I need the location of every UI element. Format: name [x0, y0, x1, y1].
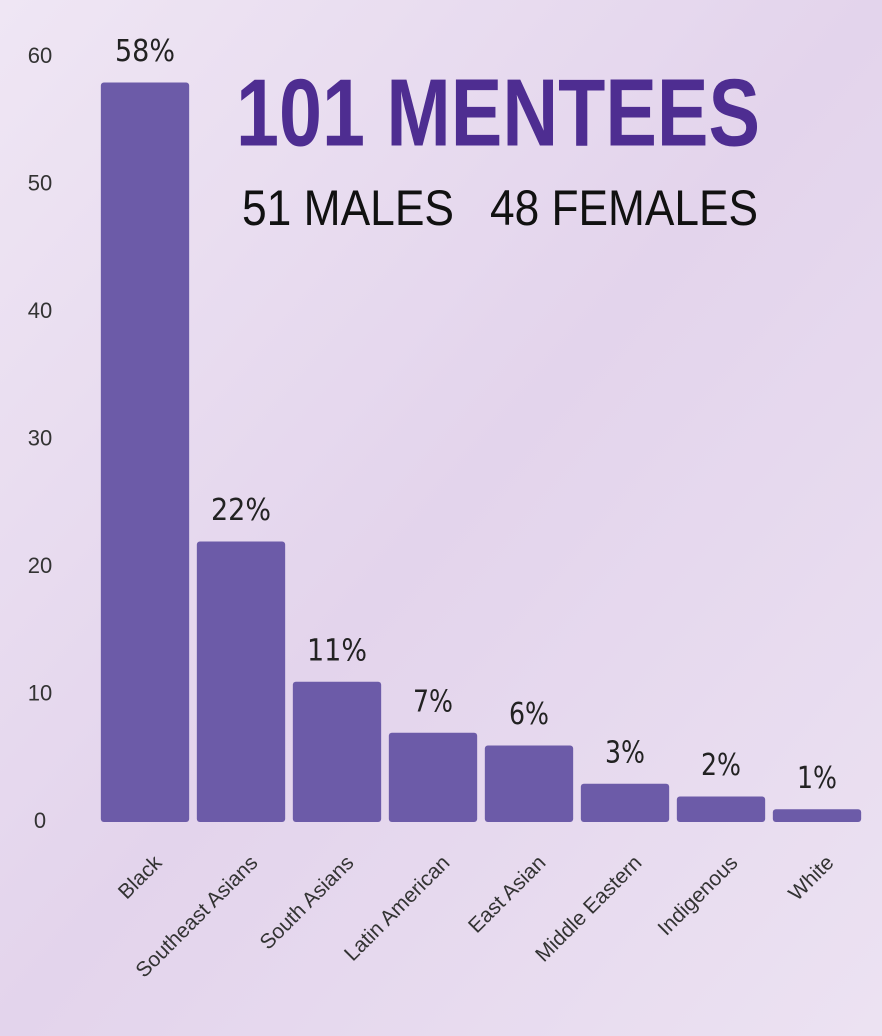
y-tick-label: 50: [28, 170, 52, 195]
bar: [485, 746, 573, 823]
chart: 101 MENTEES 51 MALES 48 FEMALES 0 10 20 30 4…: [0, 0, 882, 1036]
y-tick-label: 40: [28, 298, 52, 323]
y-tick-label: 0: [34, 808, 46, 833]
y-tick-label: 30: [28, 425, 52, 450]
value-label: 11%: [307, 633, 367, 668]
bar: [677, 797, 765, 823]
y-tick-label: 60: [28, 43, 52, 68]
value-label: 2%: [701, 748, 741, 783]
bar: [101, 83, 189, 823]
bar: [389, 733, 477, 822]
value-label: 58%: [115, 34, 175, 69]
page: {"chart_data": {"type": "bar", "title": …: [0, 0, 882, 1036]
value-label: 22%: [211, 493, 271, 528]
chart-title: 101 MENTEES: [236, 59, 760, 166]
annotation: 48 FEMALES: [490, 180, 758, 236]
value-label: 3%: [605, 735, 645, 770]
bar: [773, 809, 861, 822]
value-label: 7%: [413, 684, 453, 719]
annotation: 51 MALES: [242, 180, 454, 236]
y-tick-label: 10: [28, 680, 52, 705]
value-label: 6%: [509, 697, 549, 732]
y-tick-label: 20: [28, 553, 52, 578]
bar: [197, 542, 285, 823]
bar: [581, 784, 669, 822]
bar: [293, 682, 381, 822]
value-label: 1%: [797, 761, 837, 796]
